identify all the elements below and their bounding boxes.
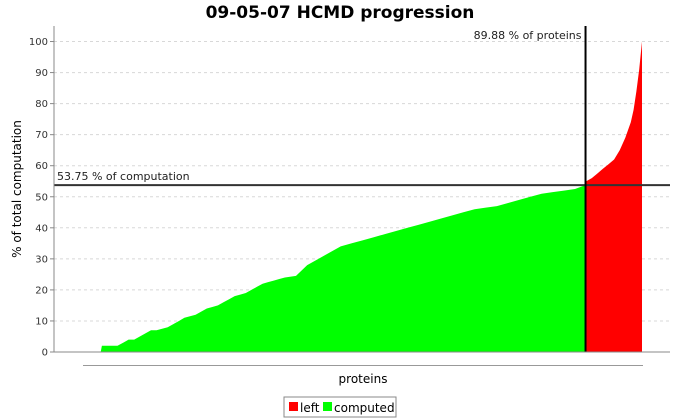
y-axis-title: % of total computation	[10, 120, 24, 258]
legend-box	[283, 396, 397, 418]
chart-title: 09-05-07 HCMD progression	[206, 3, 475, 23]
y-tick-label: 60	[35, 161, 48, 172]
axes	[53, 26, 670, 353]
markers	[54, 26, 670, 352]
y-tick-label: 20	[35, 285, 48, 296]
y-tick-label: 100	[29, 37, 48, 48]
y-tick-label: 40	[35, 223, 48, 234]
annotation-computation: 53.75 % of computation	[57, 170, 190, 183]
legend-label-left: left	[300, 401, 320, 415]
series-area-left	[585, 41, 642, 352]
x-ticks	[83, 365, 643, 366]
y-tick-label: 0	[42, 348, 48, 359]
y-tick-label: 70	[35, 130, 48, 141]
legend: left computed	[283, 396, 397, 418]
y-tick-label: 90	[35, 68, 48, 79]
x-axis-title: proteins	[339, 372, 388, 386]
y-tick-label: 10	[35, 316, 48, 327]
y-ticks: 0 10 20 30 40 50 60 70 80 90 100	[29, 37, 54, 359]
y-tick-label: 50	[35, 192, 48, 203]
legend-swatch-computed	[323, 402, 332, 411]
legend-swatch-left	[289, 402, 298, 411]
y-tick-label: 30	[35, 254, 48, 265]
legend-label-computed: computed	[334, 401, 395, 415]
annotation-proteins: 89.88 % of proteins	[474, 29, 582, 42]
plot-area	[84, 41, 642, 352]
series-area-computed	[84, 185, 586, 352]
y-tick-label: 80	[35, 99, 48, 110]
